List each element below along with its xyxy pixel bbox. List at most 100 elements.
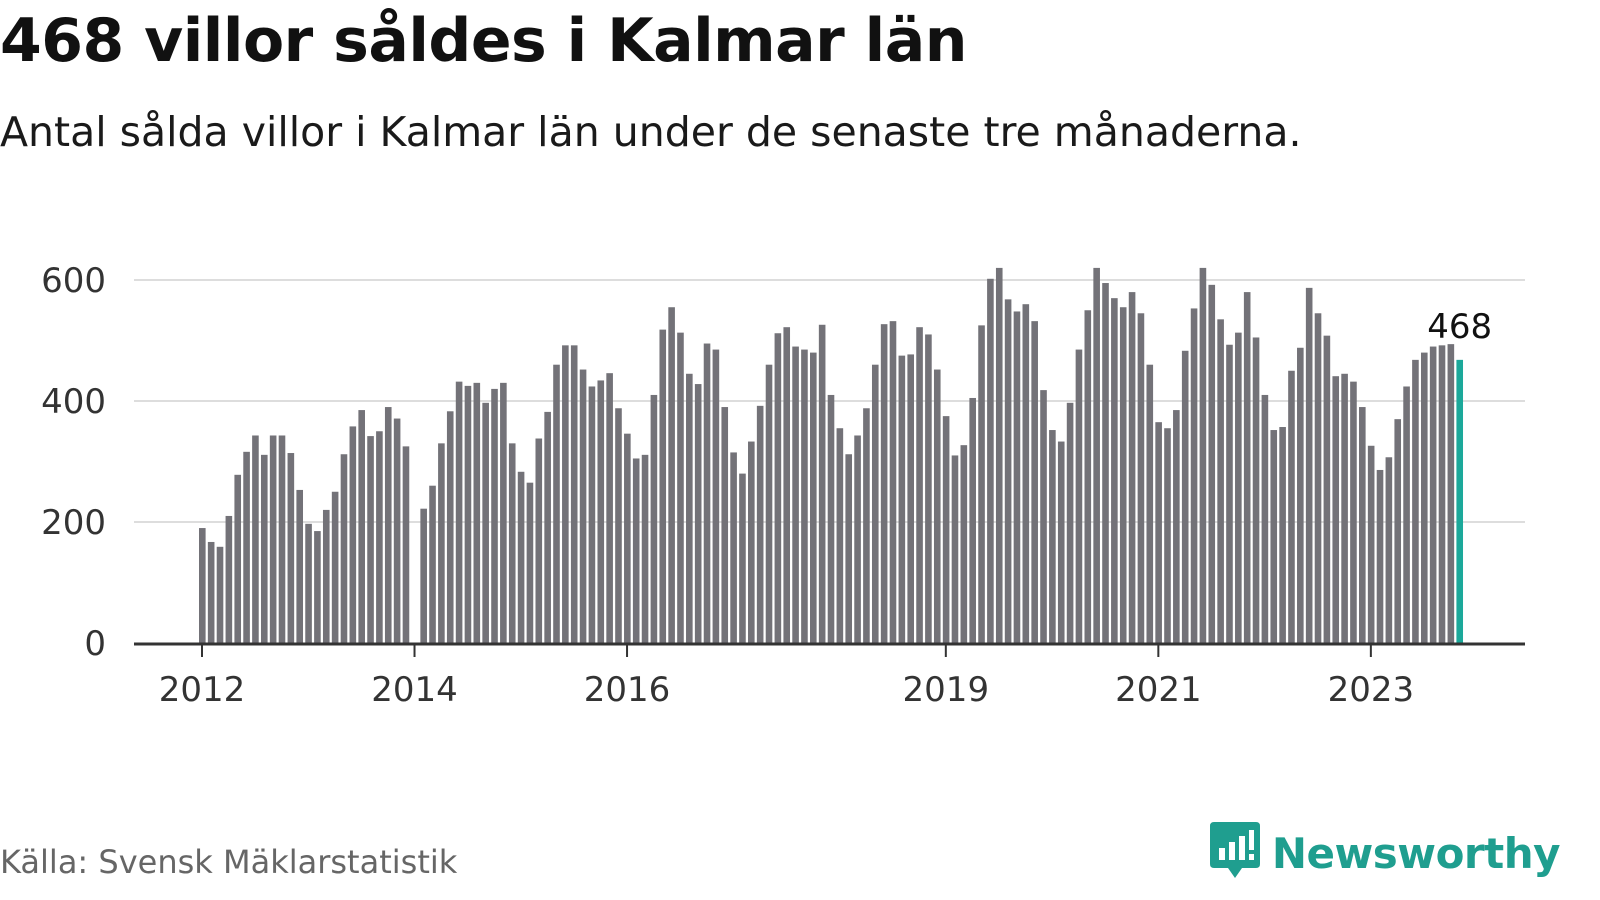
bar xyxy=(553,364,560,643)
bar xyxy=(632,458,640,643)
bar xyxy=(570,345,578,643)
bar xyxy=(544,411,551,643)
bar xyxy=(1155,422,1162,643)
bar xyxy=(686,373,693,643)
bar xyxy=(1173,410,1180,643)
bar xyxy=(606,373,613,643)
bar xyxy=(641,454,649,643)
bar xyxy=(765,364,773,643)
bar xyxy=(446,411,454,643)
x-tick-label: 2021 xyxy=(1115,670,1202,710)
bar xyxy=(1314,313,1322,643)
bar xyxy=(367,436,374,643)
bar xyxy=(1199,267,1207,643)
bar xyxy=(314,531,321,643)
bar xyxy=(473,382,481,643)
bar xyxy=(624,433,631,643)
bar xyxy=(1111,298,1118,643)
bar xyxy=(1235,332,1242,643)
bar xyxy=(615,408,622,643)
highlight-value-label: 468 xyxy=(1427,307,1492,347)
bar-chart: 0 200 400 600 468 2012 2014 2016 2019 2021 2023 xyxy=(41,261,1525,710)
bar xyxy=(721,407,729,643)
bar xyxy=(739,473,746,643)
bar xyxy=(1420,352,1428,643)
bar xyxy=(1252,337,1260,643)
bar xyxy=(1066,402,1074,643)
bar xyxy=(225,515,233,643)
bar xyxy=(1323,335,1331,643)
bar xyxy=(1040,390,1047,643)
bar xyxy=(296,489,304,643)
bar xyxy=(1412,359,1419,643)
x-tick-label: 2016 xyxy=(584,670,671,710)
bar xyxy=(969,397,976,643)
bar xyxy=(491,388,498,643)
tick-labels: 0 200 400 600 468 2012 2014 2016 2019 2021 2023 xyxy=(41,261,1492,710)
bar xyxy=(933,369,941,643)
newsworthy-logo-icon xyxy=(1209,822,1260,884)
bar xyxy=(1190,308,1198,643)
bar xyxy=(1208,284,1216,643)
bar xyxy=(305,523,312,643)
bar xyxy=(1146,364,1154,643)
bar xyxy=(207,541,215,643)
bar xyxy=(420,508,427,643)
y-tick-label: 0 xyxy=(84,624,106,664)
bar xyxy=(871,364,879,643)
bar xyxy=(340,454,348,643)
bar xyxy=(500,382,507,643)
bar xyxy=(1350,381,1357,643)
bar xyxy=(1332,376,1340,643)
bar xyxy=(978,325,985,643)
bar xyxy=(597,380,605,643)
bar xyxy=(880,324,888,643)
bar xyxy=(792,346,799,643)
bar xyxy=(1447,344,1455,643)
bar xyxy=(659,329,667,643)
bar xyxy=(650,394,658,643)
bar xyxy=(455,381,463,643)
x-tick-label: 2012 xyxy=(159,670,246,710)
bar xyxy=(1305,287,1313,643)
bar xyxy=(898,355,906,643)
bar xyxy=(1013,311,1021,643)
bar xyxy=(809,352,817,643)
bar xyxy=(1385,457,1393,643)
bar xyxy=(269,435,277,643)
bar xyxy=(1217,319,1224,643)
bars xyxy=(199,267,1464,643)
bar xyxy=(1243,292,1251,643)
bar xyxy=(1270,430,1278,643)
bar xyxy=(482,402,489,643)
brand-name: Newsworthy xyxy=(1271,828,1561,878)
bar xyxy=(694,384,702,643)
bar xyxy=(951,455,959,643)
bar xyxy=(1137,313,1145,643)
chart-subtitle: Antal sålda villor i Kalmar län under de… xyxy=(0,108,1302,156)
bar xyxy=(1438,345,1446,643)
bar xyxy=(358,410,365,643)
bar xyxy=(1367,445,1375,643)
bar xyxy=(801,349,808,643)
bar xyxy=(464,385,472,643)
brand-logo[interactable]: Newsworthy xyxy=(1209,822,1561,884)
bar xyxy=(818,324,826,643)
bar xyxy=(438,443,445,643)
bar xyxy=(1057,441,1065,643)
bar xyxy=(889,321,897,643)
bar xyxy=(1279,427,1286,643)
bar xyxy=(588,386,596,643)
bar xyxy=(1226,344,1233,643)
bar xyxy=(322,509,330,643)
bar xyxy=(907,354,914,643)
bar xyxy=(1102,283,1109,643)
bar xyxy=(562,345,569,643)
bar xyxy=(1359,407,1366,643)
bar xyxy=(1181,350,1189,643)
bar xyxy=(712,349,720,643)
bar xyxy=(703,343,711,643)
bar xyxy=(199,528,206,643)
bar xyxy=(1394,419,1402,643)
bar xyxy=(1128,292,1136,643)
